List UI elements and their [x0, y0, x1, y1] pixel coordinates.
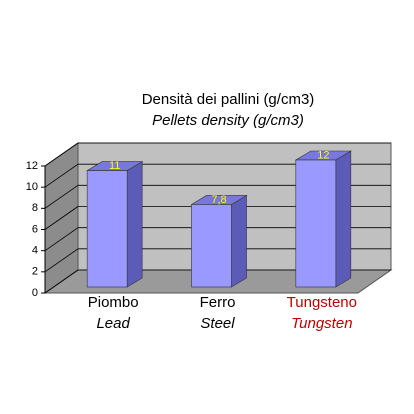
y-tick-label: 10: [26, 181, 38, 193]
x-tick-label: Piombo: [88, 294, 139, 311]
bar-side: [126, 161, 143, 288]
x-tick-sublabel: Lead: [96, 315, 130, 332]
bar-side: [231, 194, 247, 288]
x-tick-label: Tungsteno: [287, 294, 357, 311]
bar-side: [335, 150, 352, 288]
y-tick-label: 2: [32, 266, 38, 278]
grid-line: [44, 248, 79, 273]
value-label: 7,8: [211, 194, 226, 206]
value-label: 11: [109, 160, 120, 172]
y-tick-label: 0: [32, 287, 38, 299]
grid-line: [44, 206, 79, 230]
y-tick-label: 6: [32, 223, 38, 235]
grid-line: [44, 142, 79, 167]
y-tick-label: 12: [26, 160, 38, 172]
value-label: 12: [317, 149, 329, 161]
x-tick-sublabel: Steel: [200, 315, 235, 332]
bar: [295, 159, 337, 288]
grid-line: [44, 185, 79, 209]
y-tick-label: 8: [32, 202, 38, 214]
chart-subtitle: Pellets density (g/cm3): [152, 112, 304, 129]
grid-line: [44, 163, 79, 188]
x-tick-label: Ferro: [200, 294, 236, 311]
bar: [86, 170, 128, 288]
bar: [191, 204, 232, 288]
grid-line: [44, 227, 79, 251]
chart-title: Densità dei pallini (g/cm3): [142, 91, 315, 108]
y-tick-label: 4: [32, 245, 38, 257]
x-tick-sublabel: Tungsten: [291, 315, 352, 332]
grid-line: [44, 269, 79, 294]
